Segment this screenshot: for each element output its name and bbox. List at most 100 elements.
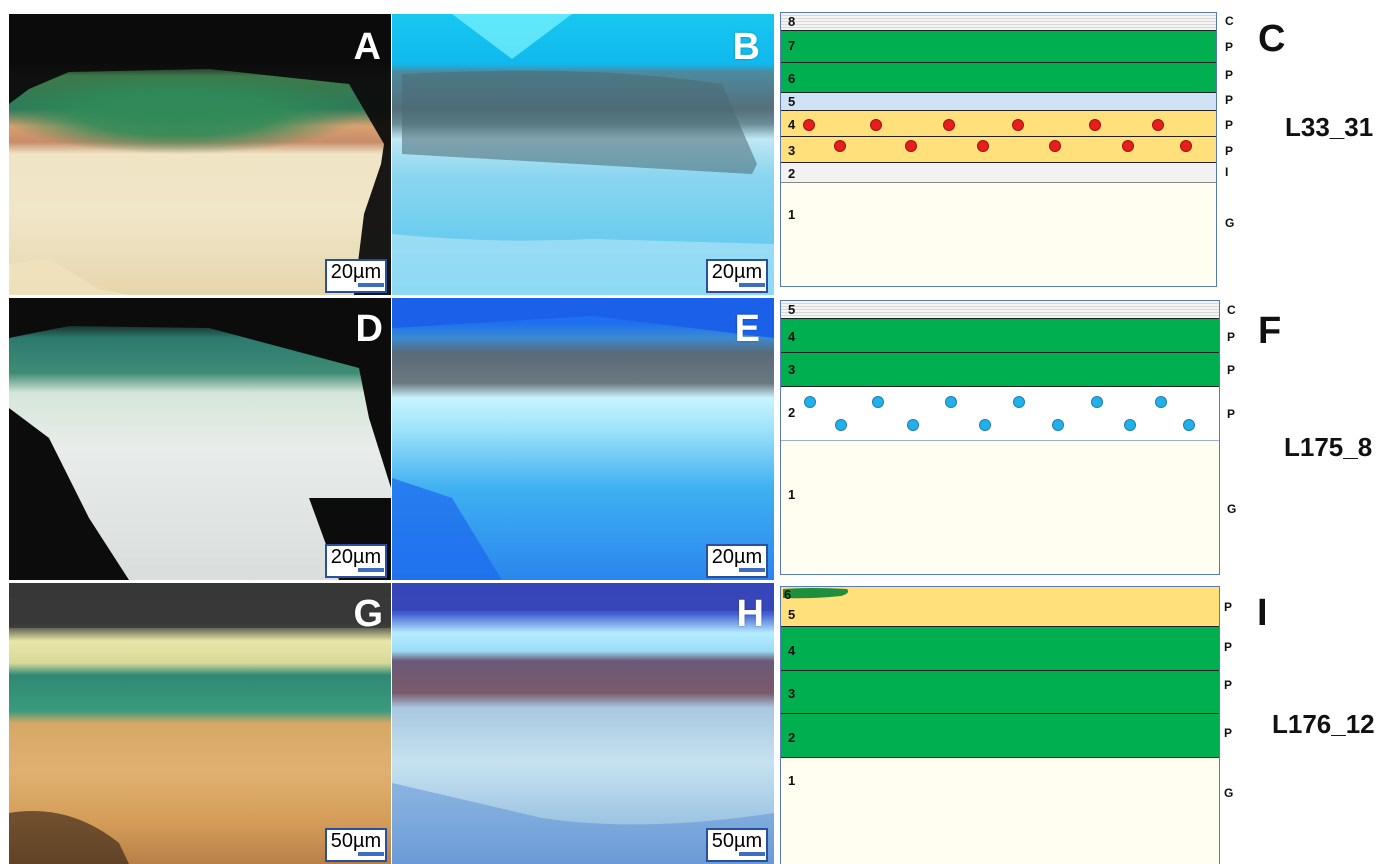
layer-type-f-1: G xyxy=(1227,502,1237,516)
layer-type-f-3: P xyxy=(1227,363,1236,377)
pigment-particle xyxy=(872,396,884,408)
pigment-particle xyxy=(1155,396,1167,408)
panel-letter-g: G xyxy=(353,593,383,635)
layer-type-c-3: P xyxy=(1225,144,1234,158)
layer-num-i-4: 4 xyxy=(788,643,796,658)
layer-num-c-4: 4 xyxy=(788,117,796,132)
pigment-particle xyxy=(1152,119,1164,131)
layer-num-c-3: 3 xyxy=(788,143,796,158)
layer-type-c-7: P xyxy=(1225,40,1234,54)
pigment-particle xyxy=(1122,140,1134,152)
pigment-particle xyxy=(834,140,846,152)
layer-num-c-5: 5 xyxy=(788,94,796,109)
panel-letter-c: C xyxy=(1258,18,1286,60)
layer-i-2 xyxy=(781,714,1219,758)
scale-bar-d: 20µm xyxy=(325,544,387,578)
sample-id-f: L175_8 xyxy=(1284,432,1373,462)
layer-i-4 xyxy=(781,627,1219,671)
layer-f-4 xyxy=(781,319,1219,353)
layer-c-4 xyxy=(781,111,1216,137)
pigment-particle xyxy=(1013,396,1025,408)
scale-bar-e: 20µm xyxy=(706,544,768,578)
pigment-particle xyxy=(907,419,919,431)
layer-c-5 xyxy=(781,93,1216,111)
scale-bar-line-d xyxy=(358,568,384,572)
pigment-particle xyxy=(943,119,955,131)
layer-i-5 xyxy=(781,587,1219,627)
layer-c-3 xyxy=(781,137,1216,163)
panel-letter-a: A xyxy=(353,26,381,68)
panel-letter-b: B xyxy=(732,26,760,68)
scale-bar-b: 20µm xyxy=(706,259,768,293)
layer-num-f-4: 4 xyxy=(788,329,796,344)
layer-i-6 xyxy=(783,588,849,599)
layer-type-i-5: P xyxy=(1224,600,1233,614)
layer-type-i-1: G xyxy=(1224,786,1234,800)
pigment-particle xyxy=(905,140,917,152)
stratigraphy-f: 5 4 3 2 1 xyxy=(780,300,1220,575)
photo-h: H 50µm xyxy=(392,583,774,864)
scale-bar-line-b xyxy=(739,283,765,287)
layer-num-i-3: 3 xyxy=(788,686,796,701)
photo-e: E 20µm xyxy=(392,298,774,580)
layer-type-i-4: P xyxy=(1224,640,1233,654)
layer-type-c-5: P xyxy=(1225,93,1234,107)
layer-type-i-3: P xyxy=(1224,678,1233,692)
pigment-particle xyxy=(977,140,989,152)
layer-type-f-4: P xyxy=(1227,330,1236,344)
photo-b: B 20µm xyxy=(392,14,774,295)
scale-label-a: 20µm xyxy=(330,261,382,283)
layer-num-f-2: 2 xyxy=(788,405,796,420)
pigment-particle xyxy=(804,396,816,408)
scale-bar-line-a xyxy=(358,283,384,287)
panel-letter-h: H xyxy=(736,593,764,635)
layer-num-f-3: 3 xyxy=(788,362,796,377)
pigment-particle xyxy=(1124,419,1136,431)
photo-a: A 20µm xyxy=(9,14,391,295)
layer-type-c-1: G xyxy=(1225,216,1235,230)
layer-type-i-2: P xyxy=(1224,726,1233,740)
layer-num-c-8: 8 xyxy=(788,14,796,29)
layer-num-f-1: 1 xyxy=(788,487,796,502)
scale-bar-line-h xyxy=(739,852,765,856)
layer-i-1 xyxy=(781,758,1219,864)
layer-type-f-2: P xyxy=(1227,407,1236,421)
layer-num-i-1: 1 xyxy=(788,773,796,788)
scale-bar-line-g xyxy=(358,852,384,856)
scale-bar-g: 50µm xyxy=(325,828,387,862)
scale-label-g: 50µm xyxy=(330,830,382,852)
layer-type-c-8: C xyxy=(1225,14,1234,28)
pigment-particle xyxy=(1183,419,1195,431)
layer-num-c-6: 6 xyxy=(788,71,796,86)
sample-id-i: L176_12 xyxy=(1272,709,1375,739)
layer-num-i-5: 5 xyxy=(788,607,796,622)
pigment-particle xyxy=(979,419,991,431)
panel-letter-i: I xyxy=(1257,592,1268,634)
scale-bar-h: 50µm xyxy=(706,828,768,862)
scale-bar-line-e xyxy=(739,568,765,572)
sample-id-c: L33_31 xyxy=(1285,112,1374,142)
scale-label-h: 50µm xyxy=(711,830,763,852)
layer-f-1 xyxy=(781,441,1219,574)
scale-label-e: 20µm xyxy=(711,546,763,568)
layer-type-c-4: P xyxy=(1225,118,1234,132)
pigment-particle xyxy=(1180,140,1192,152)
stratigraphy-c: 8 7 6 5 4 3 2 1 xyxy=(780,12,1217,287)
layer-type-f-5: C xyxy=(1227,303,1236,317)
pigment-particle xyxy=(1049,140,1061,152)
layer-i-3 xyxy=(781,671,1219,714)
pigment-particle xyxy=(1091,396,1103,408)
scale-label-d: 20µm xyxy=(330,546,382,568)
scale-bar-a: 20µm xyxy=(325,259,387,293)
pigment-particle xyxy=(1012,119,1024,131)
pigment-particle xyxy=(1052,419,1064,431)
layer-c-8 xyxy=(781,13,1216,31)
layer-num-i-6: 6 xyxy=(784,587,792,602)
pigment-particle xyxy=(945,396,957,408)
pigment-particle xyxy=(803,119,815,131)
panel-letter-f: F xyxy=(1258,310,1282,352)
layer-num-c-2: 2 xyxy=(788,166,796,181)
stratigraphy-i: 6 5 4 3 2 1 xyxy=(780,586,1220,864)
photo-d: D 20µm xyxy=(9,298,391,580)
layer-f-2 xyxy=(781,387,1219,441)
